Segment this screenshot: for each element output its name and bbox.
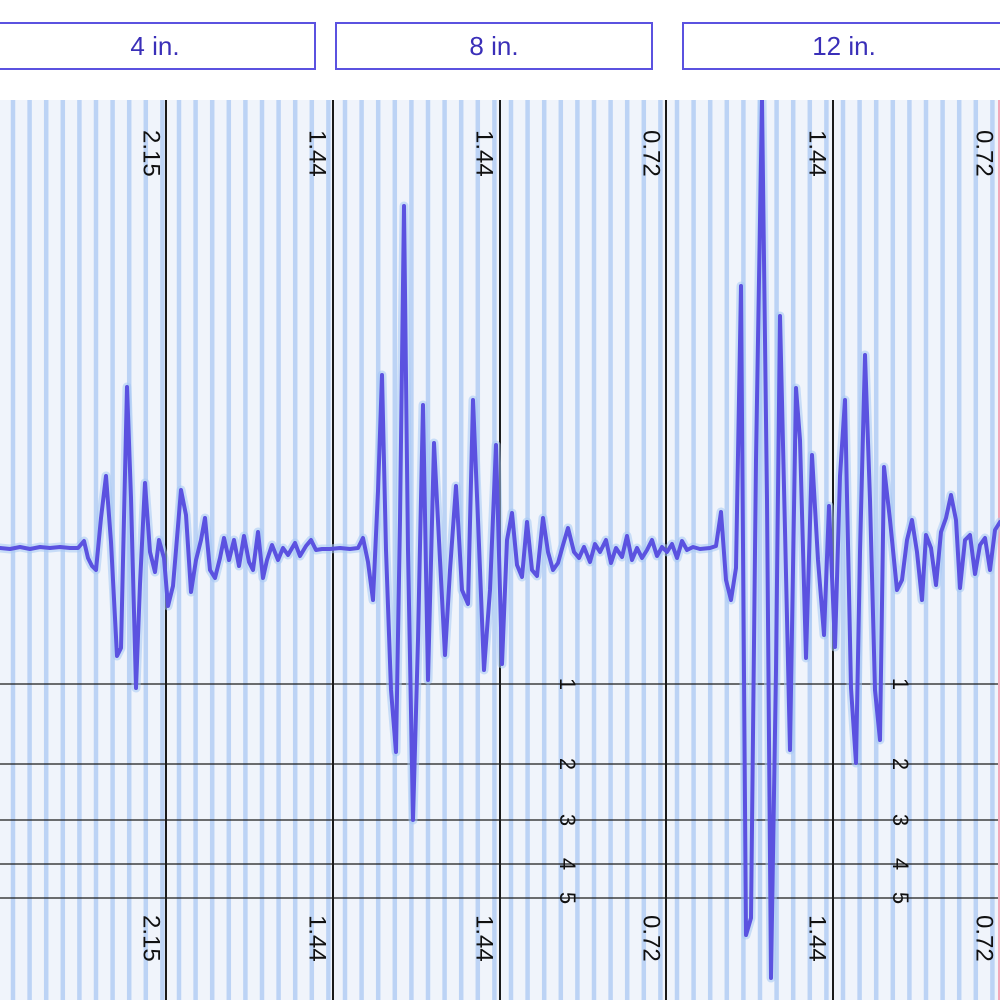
column-label-top-3: 1.44 <box>471 130 498 177</box>
level-label-a-1: 1 <box>555 678 580 690</box>
level-label-b-1: 1 <box>888 678 913 690</box>
level-label-a-2: 2 <box>555 758 580 770</box>
column-label-top-4: 0.72 <box>638 130 665 177</box>
tab-8-in[interactable]: 8 in. <box>335 22 653 70</box>
column-label-top-6: 0.72 <box>971 130 998 177</box>
tab-12-in[interactable]: 12 in. <box>682 22 1000 70</box>
level-label-b-2: 2 <box>888 758 913 770</box>
column-label-bottom-5: 1.44 <box>804 915 831 962</box>
column-label-bottom-1: 2.15 <box>138 915 165 962</box>
level-label-b-5: 5 <box>888 892 913 904</box>
column-label-bottom-3: 1.44 <box>471 915 498 962</box>
column-label-bottom-4: 0.72 <box>638 915 665 962</box>
column-label-bottom-6: 0.72 <box>971 915 998 962</box>
level-label-a-5: 5 <box>555 892 580 904</box>
column-label-top-5: 1.44 <box>804 130 831 177</box>
column-label-bottom-2: 1.44 <box>304 915 331 962</box>
waveform-plot: 2.15 1.44 1.44 0.72 1.44 0.72 2.15 1.44 … <box>0 100 1000 1000</box>
tab-bar: 4 in. 8 in. 12 in. <box>0 0 1000 100</box>
level-label-b-4: 4 <box>888 858 913 870</box>
level-label-a-4: 4 <box>555 858 580 870</box>
level-label-b-3: 3 <box>888 814 913 826</box>
level-label-a-3: 3 <box>555 814 580 826</box>
tab-4-in[interactable]: 4 in. <box>0 22 316 70</box>
waveform-trace <box>0 100 1000 983</box>
waveform-line <box>0 100 1000 980</box>
column-label-top-1: 2.15 <box>138 130 165 177</box>
column-label-top-2: 1.44 <box>304 130 331 177</box>
plot-labels: 2.15 1.44 1.44 0.72 1.44 0.72 2.15 1.44 … <box>138 130 998 962</box>
